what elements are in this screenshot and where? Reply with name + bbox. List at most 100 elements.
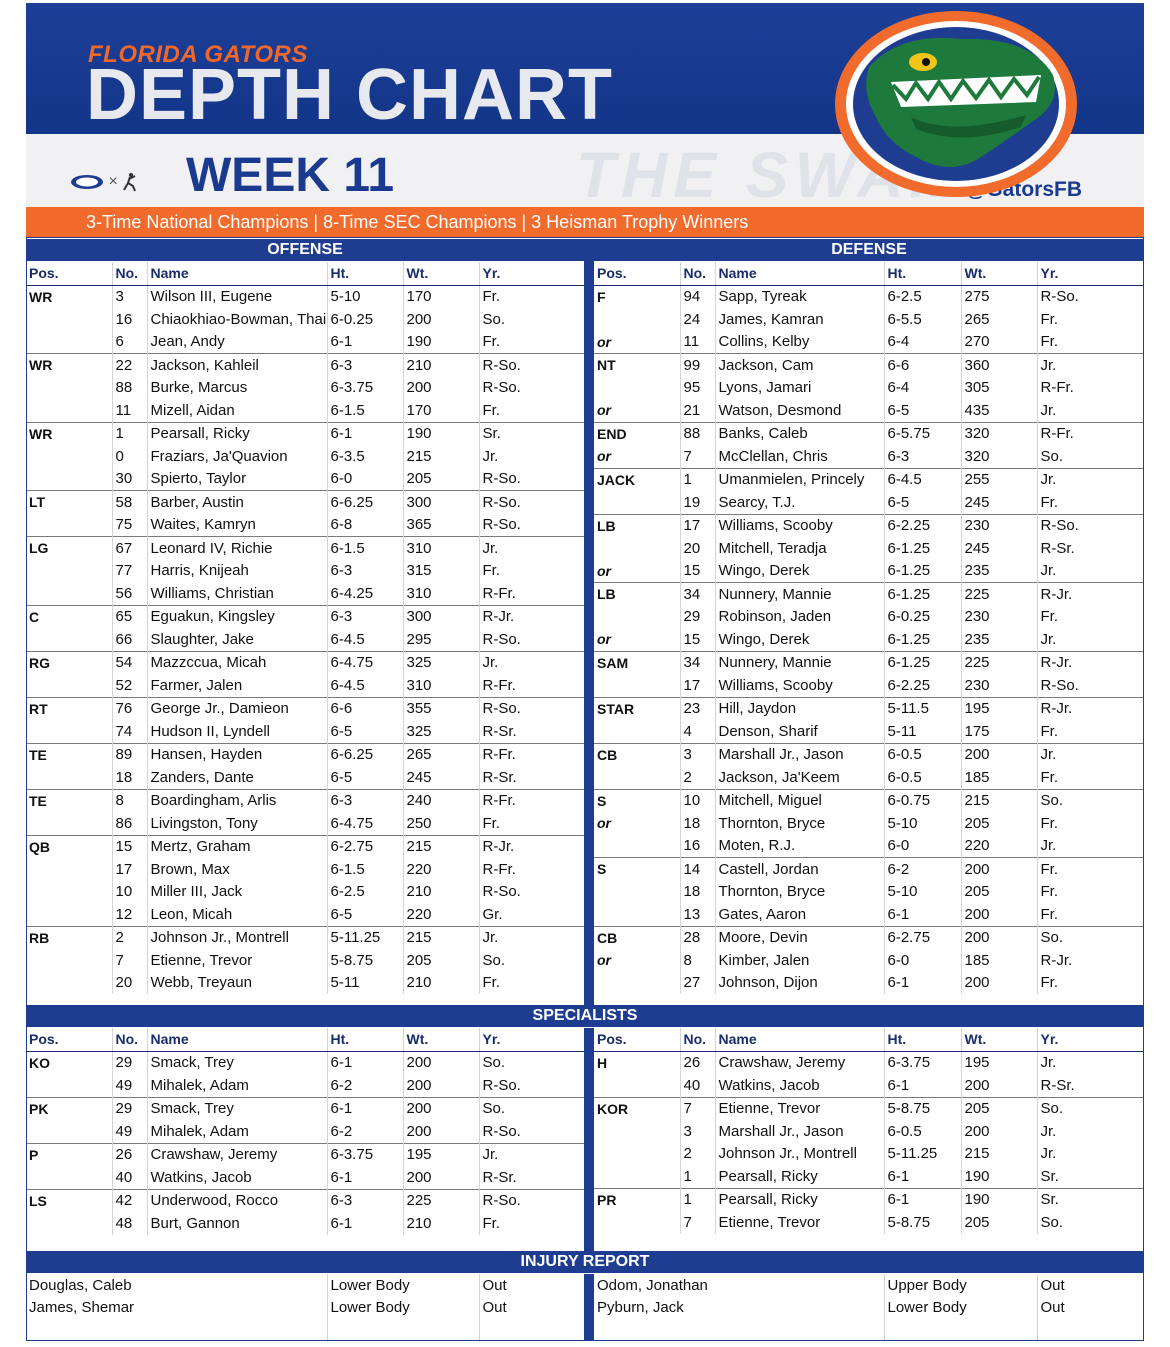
- height-cell: 6-1.25: [884, 582, 962, 606]
- alternate-marker: [26, 858, 113, 881]
- alternate-marker: or: [594, 559, 681, 583]
- year-cell: R-So.: [1040, 676, 1079, 694]
- name-cell: Nunnery, Mannie: [715, 582, 885, 606]
- number-cell: 54: [112, 650, 148, 674]
- name-cell: Fraziars, Ja'Quavion: [147, 445, 328, 468]
- weight-cell: 215: [403, 834, 480, 858]
- name-cell: Mazzccua, Micah: [147, 650, 328, 674]
- alternate-marker: [26, 628, 113, 651]
- defense-table: Pos. No. Name Ht. Wt. Yr. F 94 Sapp, Tyreak 6-2.5…: [594, 262, 1144, 994]
- column-header-height: Ht.: [327, 1028, 404, 1052]
- name-cell: Hansen, Hayden: [147, 742, 328, 766]
- name-cell: Castell, Jordan: [715, 857, 885, 881]
- weight-cell: 205: [403, 949, 480, 972]
- alternate-marker: [594, 537, 681, 560]
- weight-cell: 185: [961, 949, 1038, 972]
- table-row: 20 Webb, Treyaun 5-11 210 Fr.: [26, 971, 584, 994]
- empty-cell: [26, 1319, 328, 1342]
- height-cell: 6-3: [327, 788, 404, 812]
- table-row: 49 Mihalek, Adam 6-2 200 R-So.: [26, 1120, 584, 1143]
- position-cell: WR: [26, 285, 113, 308]
- number-cell: 95: [680, 376, 716, 399]
- year-cell: R-So.: [1040, 288, 1079, 306]
- alternate-marker: [26, 399, 113, 422]
- table-row: 16 Chiaokhiao-Bowman, Thai 6-0.25 200 So.: [26, 308, 584, 331]
- depth-chart-page: FLORIDA GATORS DEPTH CHART THE SWAMP × W…: [26, 3, 1144, 1342]
- column-header-name: Name: [715, 262, 885, 286]
- alternate-marker: or: [594, 812, 681, 835]
- name-cell: Slaughter, Jake: [147, 628, 328, 651]
- alternate-marker: [26, 1120, 113, 1143]
- position-cell: PK: [26, 1096, 113, 1120]
- table-row: P 26 Crawshaw, Jeremy 6-3.75 195 Jr.: [26, 1142, 584, 1166]
- alternate-marker: [594, 766, 681, 789]
- column-header-year: Yr.: [1037, 1028, 1144, 1052]
- tagline-bar: 3-Time National Champions | 8-Time SEC C…: [26, 207, 1144, 237]
- height-cell: 6-0: [884, 949, 962, 972]
- number-cell: 28: [680, 925, 716, 949]
- name-cell: Wingo, Derek: [715, 628, 885, 651]
- name-cell: Farmer, Jalen: [147, 674, 328, 697]
- number-cell: 2: [680, 766, 716, 789]
- year-cell: So.: [482, 951, 506, 969]
- height-cell: 6-4: [884, 330, 962, 354]
- year-cell: R-Jr.: [1037, 582, 1144, 606]
- name-cell: Watkins, Jacob: [715, 1074, 885, 1097]
- gator-head-logo: [835, 11, 1077, 197]
- table-row: WR 1 Pearsall, Ricky 6-1 190 Sr.: [26, 421, 584, 445]
- year-cell: R-So.: [482, 883, 521, 901]
- table-row: 40 Watkins, Jacob 6-1 200 R-Sr.: [26, 1166, 584, 1189]
- name-cell: Watson, Desmond: [715, 399, 885, 422]
- number-cell: 14: [680, 857, 716, 881]
- height-cell: 6-5.75: [884, 421, 962, 445]
- name-cell: Livingston, Tony: [147, 812, 328, 835]
- empty-cell: [1037, 1319, 1144, 1342]
- number-cell: 17: [680, 674, 716, 697]
- height-cell: 6-1: [884, 971, 962, 994]
- number-cell: 22: [112, 353, 148, 377]
- table-row: TE 89 Hansen, Hayden 6-6.25 265 R-Fr.: [26, 742, 584, 766]
- weight-cell: 230: [961, 513, 1038, 537]
- name-cell: Mitchell, Miguel: [715, 788, 885, 812]
- number-cell: 23: [680, 696, 716, 720]
- table-row: RG 54 Mazzccua, Micah 6-4.75 325 Jr.: [26, 650, 584, 674]
- weight-cell: 230: [961, 674, 1038, 697]
- number-cell: 11: [112, 399, 148, 422]
- height-cell: 6-3: [327, 353, 404, 377]
- year-cell: R-So.: [479, 1188, 584, 1212]
- year-cell: Sr.: [1037, 1187, 1144, 1211]
- number-cell: 1: [680, 1165, 716, 1188]
- column-header-number: No.: [680, 262, 716, 286]
- weight-cell: 270: [961, 330, 1038, 354]
- year-cell: Fr.: [1040, 974, 1059, 992]
- alternate-marker: [26, 812, 113, 835]
- column-header-weight: Wt.: [961, 1028, 1038, 1052]
- year-cell: Fr.: [1040, 768, 1059, 786]
- height-cell: 6-1.5: [327, 536, 404, 560]
- weight-cell: 205: [961, 1211, 1038, 1234]
- alternate-marker: [26, 513, 113, 537]
- position-cell: LB: [594, 513, 681, 537]
- alternate-marker: or: [594, 949, 681, 972]
- column-header-height: Ht.: [327, 262, 404, 286]
- alternate-marker: [594, 1074, 681, 1097]
- position-cell: F: [594, 285, 681, 308]
- year-cell: So.: [1040, 1213, 1064, 1231]
- table-row: C 65 Eguakun, Kingsley 6-3 300 R-Jr.: [26, 604, 584, 628]
- name-cell: McClellan, Chris: [715, 445, 885, 468]
- table-row: 77 Harris, Knijeah 6-3 315 Fr.: [26, 559, 584, 582]
- year-cell: R-Jr.: [1040, 951, 1073, 969]
- injury-type-cell: Lower Body: [884, 1296, 1038, 1319]
- table-row: 2 Johnson Jr., Montrell 5-11.25 215 Jr.: [594, 1142, 1144, 1165]
- table-row: or 15 Wingo, Derek 6-1.25 235 Jr.: [594, 628, 1144, 651]
- player-name-cell: Odom, Jonathan: [594, 1274, 885, 1297]
- center-divider: [584, 239, 594, 1005]
- number-cell: 20: [680, 537, 716, 560]
- weight-cell: 295: [403, 628, 480, 651]
- name-cell: Pearsall, Ricky: [715, 1187, 885, 1211]
- column-header-row: Pos. No. Name Ht. Wt. Yr.: [26, 1028, 584, 1052]
- number-cell: 40: [680, 1074, 716, 1097]
- name-cell: Boardingham, Arlis: [147, 788, 328, 812]
- weight-cell: 275: [961, 285, 1038, 308]
- column-header-name: Name: [715, 1028, 885, 1052]
